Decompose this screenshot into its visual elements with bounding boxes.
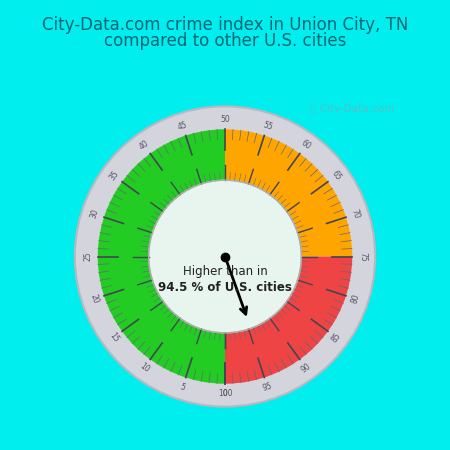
Text: City-Data.com crime index in Union City, TN: City-Data.com crime index in Union City,… xyxy=(42,16,408,34)
Text: 90: 90 xyxy=(299,361,312,374)
Text: 35: 35 xyxy=(107,169,120,182)
Text: 94.5 % of U.S. cities: 94.5 % of U.S. cities xyxy=(158,280,292,293)
Text: 50: 50 xyxy=(220,115,230,124)
Text: 0: 0 xyxy=(223,389,227,398)
Text: 25: 25 xyxy=(83,252,92,261)
Text: 80: 80 xyxy=(350,293,361,305)
Text: 45: 45 xyxy=(176,120,189,131)
Text: 85: 85 xyxy=(330,331,342,344)
Text: 60: 60 xyxy=(299,139,312,152)
Text: 5: 5 xyxy=(179,382,186,392)
Text: 40: 40 xyxy=(138,139,151,152)
Text: 65: 65 xyxy=(330,169,343,182)
Wedge shape xyxy=(225,129,352,256)
Text: 30: 30 xyxy=(89,208,100,220)
Text: 75: 75 xyxy=(358,252,367,261)
Text: ⌕ City-Data.com: ⌕ City-Data.com xyxy=(310,104,394,114)
Text: 55: 55 xyxy=(261,120,274,131)
Text: 20: 20 xyxy=(89,293,100,305)
Circle shape xyxy=(120,152,330,361)
Text: compared to other U.S. cities: compared to other U.S. cities xyxy=(104,32,346,50)
Text: Higher than in: Higher than in xyxy=(183,265,267,278)
Text: 95: 95 xyxy=(261,382,274,393)
Text: 15: 15 xyxy=(108,331,120,344)
Text: 70: 70 xyxy=(350,208,361,220)
Wedge shape xyxy=(75,106,375,407)
Text: 10: 10 xyxy=(138,361,151,374)
Text: 100: 100 xyxy=(218,389,232,398)
Circle shape xyxy=(148,180,302,333)
Wedge shape xyxy=(98,129,225,384)
Wedge shape xyxy=(225,256,352,384)
